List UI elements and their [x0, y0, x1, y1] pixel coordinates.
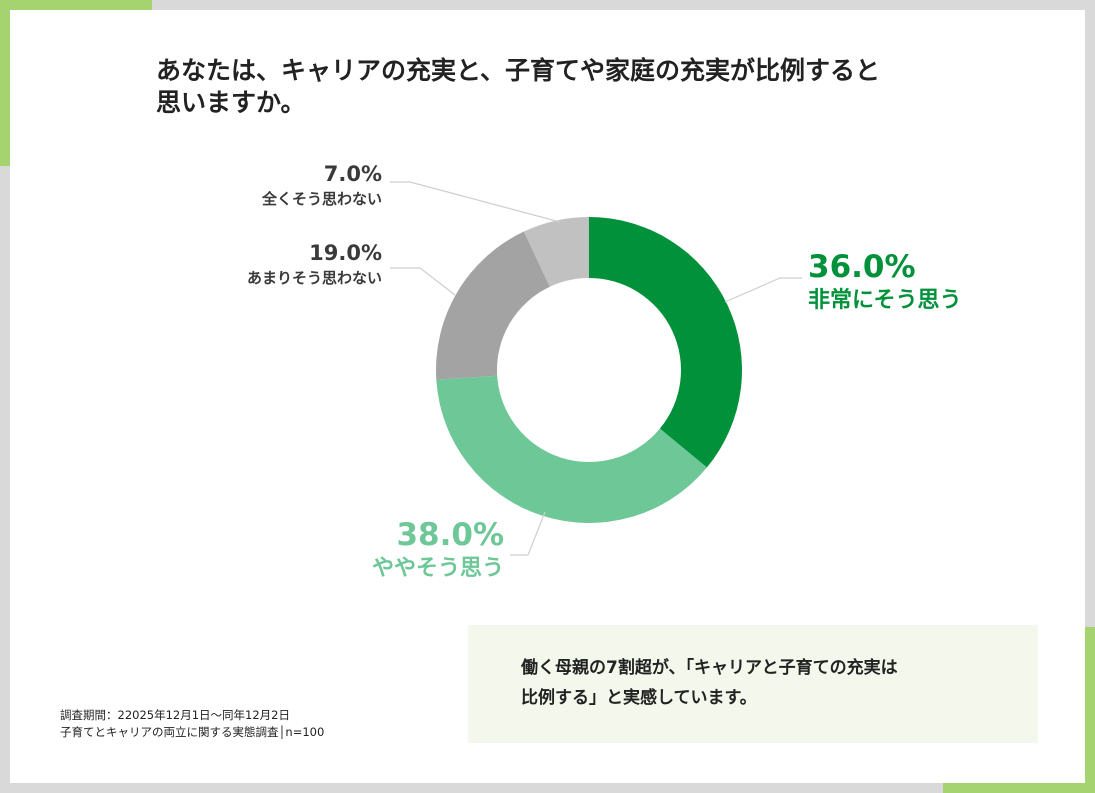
survey-name: 子育てとキャリアの両立に関する実態調査│n=100: [60, 725, 325, 739]
category-label-1: 非常にそう思う: [808, 287, 962, 313]
corner-accent-bottom-right: [943, 783, 1095, 793]
category-label-3: あまりそう思わない: [247, 269, 382, 287]
donut-slice-2: [436, 375, 707, 524]
survey-note: 調査期間：22025年12月1日～同年12月2日 子育てとキャリアの両立に関する…: [60, 707, 324, 741]
survey-period: 調査期間：22025年12月1日～同年12月2日: [60, 708, 290, 722]
category-label-2: ややそう思う: [372, 556, 504, 581]
corner-accent-right: [1085, 627, 1095, 793]
value-label-2: 38.0%: [396, 517, 504, 553]
corner-accent-left: [0, 0, 10, 166]
donut-slice-4: [523, 217, 589, 287]
chart-title-line-2: 思いますか。: [156, 88, 306, 117]
value-label-4: 7.0%: [324, 162, 382, 186]
callout-text: 働く母親の7割超が、「キャリアと子育ての充実は 比例する」と実感しています。: [521, 653, 898, 713]
leader-line-1: [724, 277, 802, 303]
leader-line-4: [390, 181, 561, 223]
callout-line-1: 働く母親の7割超が、「キャリアと子育ての充実は: [521, 658, 898, 678]
value-label-3: 19.0%: [309, 241, 382, 265]
chart-title: あなたは、キャリアの充実と、子育てや家庭の充実が比例すると 思いますか。: [156, 55, 916, 119]
category-label-4: 全くそう思わない: [261, 190, 382, 208]
donut-slice-3: [436, 231, 550, 380]
corner-accent-top-left: [0, 0, 152, 10]
leader-line-3: [390, 267, 456, 296]
slide-card: あなたは、キャリアの充実と、子育てや家庭の充実が比例すると 思いますか。 36.…: [10, 10, 1085, 783]
callout-box: 働く母親の7割超が、「キャリアと子育ての充実は 比例する」と実感しています。: [468, 625, 1038, 743]
leader-line-2: [510, 511, 546, 556]
value-label-1: 36.0%: [808, 249, 916, 285]
donut-chart: 36.0%非常にそう思う 38.0% ややそう思う 19.0% あまりそう思わない 7.0…: [247, 162, 962, 581]
callout-line-2: 比例する」と実感しています。: [521, 688, 757, 708]
donut-slice-1: [589, 217, 742, 468]
chart-title-line-1: あなたは、キャリアの充実と、子育てや家庭の充実が比例すると: [156, 56, 881, 85]
